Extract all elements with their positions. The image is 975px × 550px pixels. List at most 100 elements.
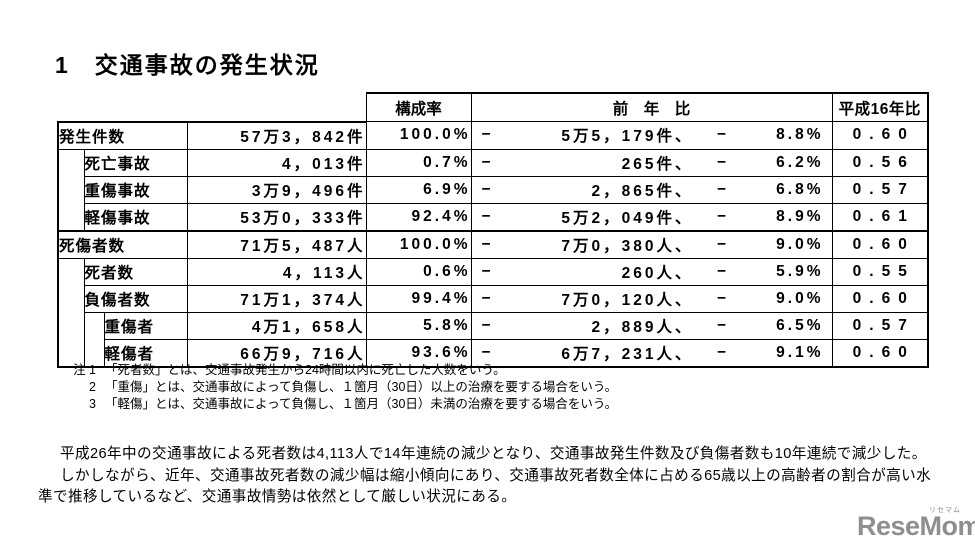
- row-yoy: − 6万7，231人、 − 9.1%: [470, 338, 833, 368]
- table-row: 負傷者数 71万1，374人 99.4% − 7万0，120人、 − 9.0% …: [58, 284, 929, 313]
- row-share: 92.4%: [365, 202, 472, 232]
- body-text: 平成26年中の交通事故による死者数は4,113人で14年連続の減少となり、交通事…: [38, 444, 944, 509]
- row-share: 100.0%: [365, 230, 472, 259]
- row-share: 6.9%: [365, 175, 472, 204]
- minus-sign: −: [716, 207, 727, 225]
- footnotes: 注 1 「死者数」とは、交通事故発生から24時間以内に死亡した人数をいう。 2 …: [58, 362, 617, 413]
- indent-strip: [83, 311, 105, 368]
- table-row: 軽傷者 66万9，716人 93.6% − 6万7，231人、 − 9.1% 0…: [58, 338, 929, 368]
- yoy-count: 6万7，231人、: [561, 345, 694, 363]
- yoy-count: 7万0，380人、: [561, 237, 694, 255]
- logo-wordmark: ReseMom.: [857, 511, 975, 541]
- row-yoy: − 5万5，179件、 − 8.8%: [470, 121, 833, 150]
- row-h16-ratio: 0.60: [831, 338, 929, 368]
- row-label: 死亡事故: [83, 148, 188, 177]
- table-row: 重傷事故 3万9，496件 6.9% − 2，865件、 − 6.8% 0.57: [58, 175, 929, 204]
- row-value: 57万3，842件: [186, 120, 367, 150]
- row-value: 3万9，496件: [186, 175, 367, 204]
- row-value: 71万5，487人: [186, 230, 367, 259]
- yoy-percent: 9.1%: [776, 343, 824, 361]
- resemom-logo: リセマム ReseMom.: [857, 505, 975, 545]
- table-row: 発生件数 57万3，842件 100.0% − 5万5，179件、 − 8.8%…: [57, 120, 929, 150]
- row-label: 重傷事故: [83, 175, 188, 204]
- yoy-percent: 9.0%: [776, 235, 824, 253]
- paragraph-1: 平成26年中の交通事故による死者数は4,113人で14年連続の減少となり、交通事…: [60, 446, 927, 462]
- yoy-percent: 8.8%: [776, 126, 824, 144]
- footnote-3: 3 「軽傷」とは、交通事故によって負傷し、１箇月（30日）未満の治療を要する場合…: [58, 396, 617, 413]
- yoy-count: 5万5，179件、: [561, 128, 694, 146]
- yoy-count: 260人、: [621, 264, 694, 282]
- minus-sign: −: [716, 235, 727, 253]
- minus-sign: −: [716, 180, 727, 198]
- row-share: 0.6%: [365, 257, 472, 286]
- table-row: 死傷者数 71万5，487人 100.0% − 7万0，380人、 − 9.0%…: [57, 230, 929, 259]
- table-row: 死亡事故 4，013件 0.7% − 265件、 − 6.2% 0.56: [57, 148, 929, 232]
- minus-sign: −: [716, 262, 727, 280]
- row-yoy: − 7万0，380人、 − 9.0%: [470, 230, 833, 259]
- minus-sign: −: [716, 343, 727, 361]
- minus-sign: −: [716, 316, 727, 334]
- row-label: 負傷者数: [83, 284, 188, 313]
- footnote-1: 注 1 「死者数」とは、交通事故発生から24時間以内に死亡した人数をいう。: [58, 362, 617, 379]
- table-row: 重傷者 4万1，658人 5.8% − 2，889人、 − 6.5% 0.57: [58, 311, 929, 368]
- table-row: 軽傷事故 53万0，333件 92.4% − 5万2，049件、 − 8.9% …: [58, 202, 929, 232]
- yoy-count: 2，865件、: [591, 182, 694, 200]
- row-yoy: − 260人、 − 5.9%: [470, 257, 833, 286]
- minus-sign: −: [481, 262, 491, 280]
- row-label: 発生件数: [57, 120, 188, 150]
- header-row: 構成率 前 年 比 平成16年比: [58, 92, 929, 122]
- row-share: 0.7%: [365, 148, 472, 177]
- row-h16-ratio: 0.55: [831, 257, 929, 286]
- footnote-text: 「軽傷」とは、交通事故によって負傷し、１箇月（30日）未満の治療を要する場合をい…: [105, 397, 618, 411]
- row-h16-ratio: 0.57: [831, 311, 929, 340]
- page-title: 1 交通事故の発生状況: [55, 52, 320, 78]
- yoy-count: 5万2，049件、: [561, 209, 694, 227]
- header-empty-cell: [58, 93, 366, 122]
- row-label: 死傷者数: [57, 230, 188, 259]
- yoy-percent: 6.5%: [776, 316, 824, 334]
- row-value: 4，013件: [186, 148, 367, 177]
- accident-stats-table-wrap: 構成率 前 年 比 平成16年比 発生件数 57万3，842件 100.0% −…: [57, 92, 929, 368]
- footnote-number: 2: [89, 380, 96, 394]
- minus-sign: −: [481, 235, 491, 253]
- row-value: 66万9，716人: [186, 338, 367, 368]
- yoy-percent: 6.2%: [776, 153, 824, 171]
- row-yoy: − 7万0，120人、 − 9.0%: [470, 284, 833, 313]
- paragraph-2: しかしながら、近年、交通事故死者数の減少幅は縮小傾向にあり、交通事故死者数全体に…: [38, 467, 932, 506]
- minus-sign: −: [716, 153, 727, 171]
- minus-sign: −: [716, 289, 727, 307]
- row-share: 99.4%: [365, 284, 472, 313]
- indent-strip: [57, 257, 85, 368]
- row-h16-ratio: 0.57: [831, 175, 929, 204]
- minus-sign: −: [481, 343, 491, 361]
- row-h16-ratio: 0.61: [831, 202, 929, 232]
- header-yoy: 前 年 比: [470, 92, 833, 122]
- yoy-count: 265件、: [621, 155, 694, 173]
- accident-stats-table: 構成率 前 年 比 平成16年比 発生件数 57万3，842件 100.0% −…: [57, 92, 929, 368]
- yoy-count: 2，889人、: [591, 318, 694, 336]
- footnote-number: 3: [89, 397, 96, 411]
- row-h16-ratio: 0.60: [831, 121, 929, 150]
- row-yoy: − 265件、 − 6.2%: [470, 148, 833, 177]
- indent-strip: [57, 148, 85, 232]
- yoy-percent: 8.9%: [776, 207, 824, 225]
- yoy-percent: 9.0%: [776, 289, 824, 307]
- row-yoy: − 5万2，049件、 − 8.9%: [470, 202, 833, 232]
- footnote-text: 「重傷」とは、交通事故によって負傷し、１箇月（30日）以上の治療を要する場合をい…: [105, 380, 618, 394]
- row-value: 71万1，374人: [186, 284, 367, 313]
- minus-sign: −: [481, 153, 491, 171]
- logo-ruby-text: リセマム: [929, 507, 961, 514]
- minus-sign: −: [481, 207, 491, 225]
- minus-sign: −: [481, 180, 491, 198]
- header-composition-rate: 構成率: [365, 92, 472, 122]
- minus-sign: −: [716, 126, 727, 144]
- minus-sign: −: [481, 316, 491, 334]
- row-label: 軽傷者: [103, 338, 188, 368]
- row-share: 100.0%: [365, 121, 472, 150]
- row-h16-ratio: 0.60: [831, 284, 929, 313]
- row-value: 4，113人: [186, 257, 367, 286]
- row-label: 重傷者: [103, 311, 188, 340]
- row-value: 53万0，333件: [186, 202, 367, 232]
- row-h16-ratio: 0.56: [831, 148, 929, 177]
